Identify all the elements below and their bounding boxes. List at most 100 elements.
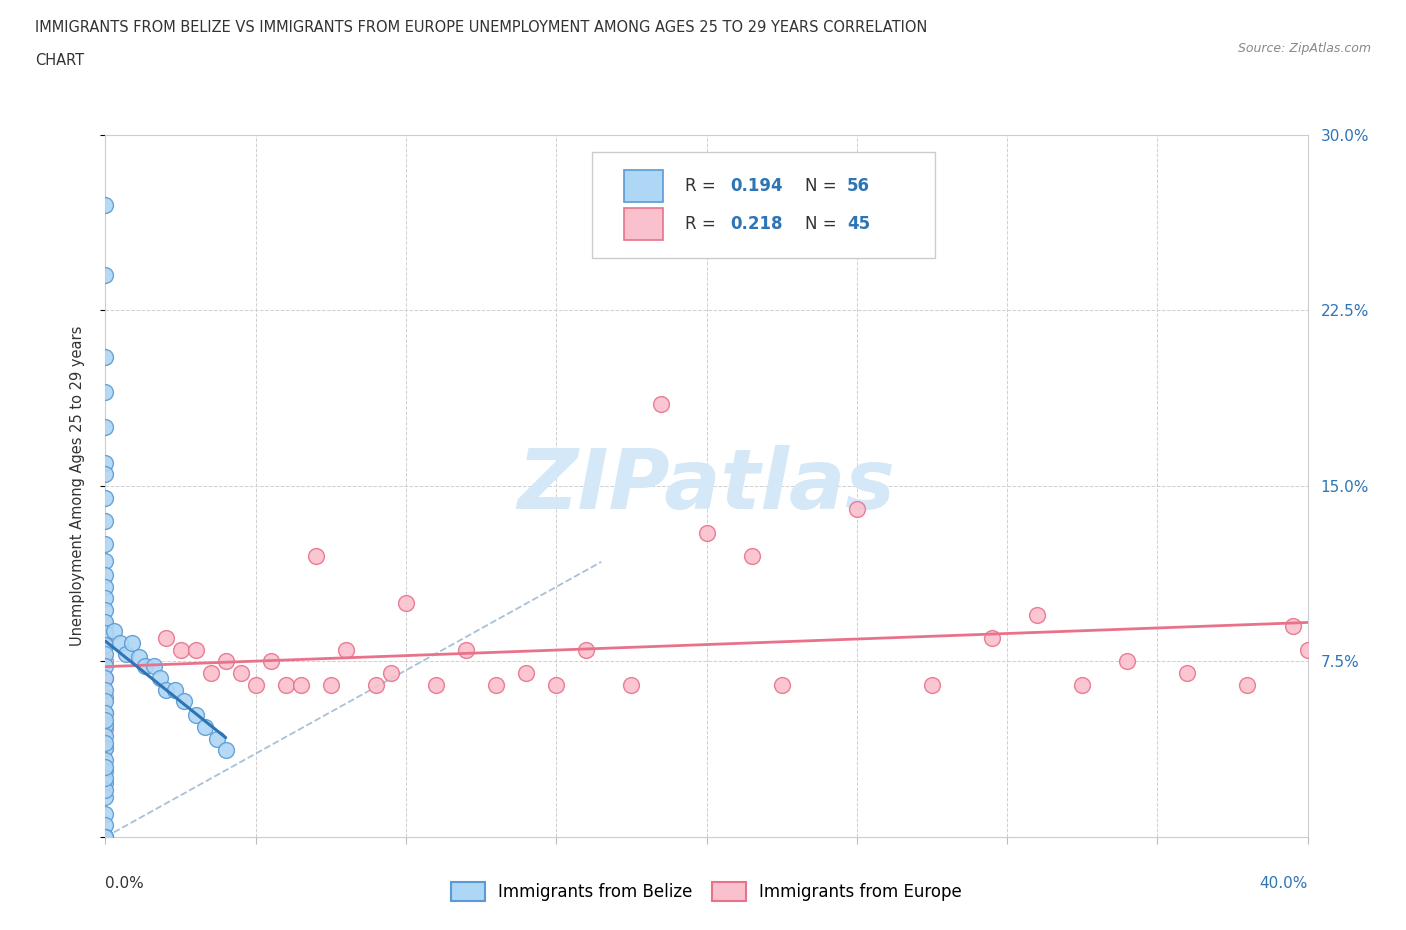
Text: 45: 45 [848,215,870,233]
Point [1175,666,1198,681]
Point [94,722,117,737]
Text: 0.0%: 0.0% [105,876,145,891]
Point [94,790,117,804]
Point [94,654,117,669]
Point [200,666,222,681]
Point [94,553,117,568]
Point [94,740,117,755]
Point [94,603,117,618]
Point [290,677,312,692]
Text: 0.218: 0.218 [731,215,783,233]
Point [94,783,117,798]
Point [94,830,117,844]
Point [94,717,117,732]
Point [380,666,402,681]
Point [94,638,117,653]
Point [94,467,117,482]
FancyBboxPatch shape [624,170,664,202]
Point [94,689,117,704]
Text: 40.0%: 40.0% [1260,876,1308,891]
Text: N =: N = [806,215,842,233]
Point [94,638,117,653]
Point [184,643,207,658]
Text: CHART: CHART [35,53,84,68]
Point [142,658,165,673]
Point [134,658,156,673]
Point [194,720,217,735]
Point [110,635,132,650]
Point [94,817,117,832]
Point [575,643,598,658]
Point [148,671,170,685]
Point [515,666,537,681]
Point [94,706,117,721]
Point [305,549,328,564]
Point [425,677,447,692]
Point [184,708,207,723]
Point [173,694,195,709]
Point [770,677,793,692]
Point [94,658,117,673]
Point [94,759,117,774]
Point [155,682,177,697]
Point [205,731,228,746]
Point [395,595,418,610]
Text: N =: N = [806,177,842,195]
Point [546,677,568,692]
Point [214,654,236,669]
Point [1236,677,1258,692]
Point [229,666,252,681]
Text: 56: 56 [848,177,870,195]
Point [94,776,117,790]
Point [94,350,117,365]
Point [94,671,117,685]
Point [94,729,117,744]
Point [454,643,477,658]
Point [94,771,117,786]
Point [260,654,283,669]
Point [274,677,297,692]
Point [1296,643,1319,658]
Point [94,626,117,641]
Point [128,649,150,664]
Point [94,830,117,844]
Point [94,420,117,435]
Point [94,614,117,629]
Point [94,671,117,685]
Legend: Immigrants from Belize, Immigrants from Europe: Immigrants from Belize, Immigrants from … [443,874,970,910]
Point [94,537,117,551]
Point [94,198,117,213]
Point [103,624,125,639]
Point [620,677,643,692]
Text: ZIPatlas: ZIPatlas [517,445,896,526]
Point [94,490,117,505]
Point [981,631,1004,645]
FancyBboxPatch shape [624,208,664,240]
Point [1071,677,1094,692]
Point [1026,607,1049,622]
Point [94,619,117,634]
Point [94,764,117,779]
Point [94,694,117,709]
Point [94,455,117,470]
Point [94,830,117,844]
Point [115,647,138,662]
Point [335,643,357,658]
Point [94,385,117,400]
Point [319,677,342,692]
Point [921,677,943,692]
Point [94,712,117,727]
FancyBboxPatch shape [592,153,935,258]
Text: R =: R = [685,177,721,195]
Point [155,631,177,645]
Text: IMMIGRANTS FROM BELIZE VS IMMIGRANTS FROM EUROPE UNEMPLOYMENT AMONG AGES 25 TO 2: IMMIGRANTS FROM BELIZE VS IMMIGRANTS FRO… [35,20,928,35]
Point [214,743,236,758]
Point [650,396,672,411]
Point [163,682,186,697]
Point [696,525,718,540]
Point [485,677,508,692]
Point [1116,654,1139,669]
Point [94,682,117,697]
Text: Source: ZipAtlas.com: Source: ZipAtlas.com [1237,42,1371,55]
Point [845,502,868,517]
